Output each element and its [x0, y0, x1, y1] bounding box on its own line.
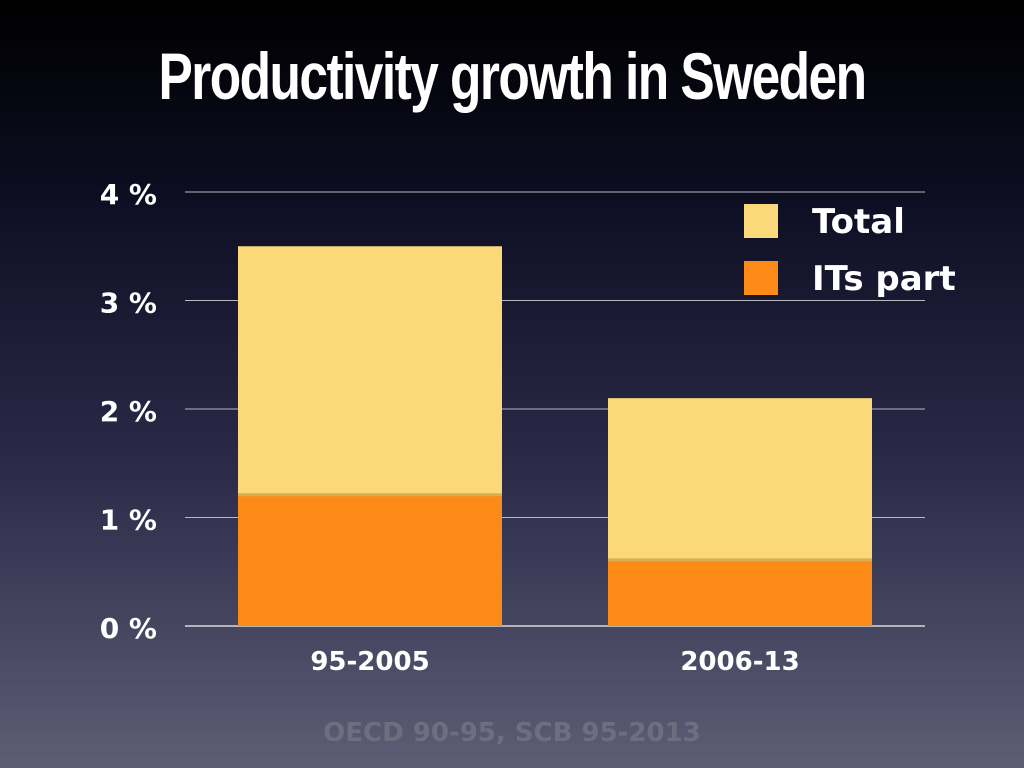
y-axis-ticks: 0 % 1 % 2 % 3 % 4 % [100, 178, 157, 645]
y-tick-label: 4 % [100, 178, 157, 211]
legend-swatch [744, 261, 778, 295]
legend-label: ITs part [812, 259, 956, 299]
source-note: OECD 90-95, SCB 95-2013 [323, 718, 701, 748]
legend: Total ITs part [744, 202, 956, 299]
legend-swatch [744, 204, 778, 238]
bar-it-part [238, 495, 502, 626]
x-axis-ticks: 95-2005 2006-13 [310, 647, 799, 677]
bars [238, 246, 872, 626]
y-tick-label: 2 % [100, 395, 157, 428]
bar-it-part [608, 560, 872, 626]
chart-title: Productivity growth in Sweden [158, 39, 867, 113]
y-tick-label: 0 % [100, 612, 157, 645]
y-tick-label: 3 % [100, 287, 157, 320]
x-tick-label: 95-2005 [310, 647, 429, 677]
y-tick-label: 1 % [100, 504, 157, 537]
legend-label: Total [812, 202, 905, 242]
x-tick-label: 2006-13 [680, 647, 799, 677]
